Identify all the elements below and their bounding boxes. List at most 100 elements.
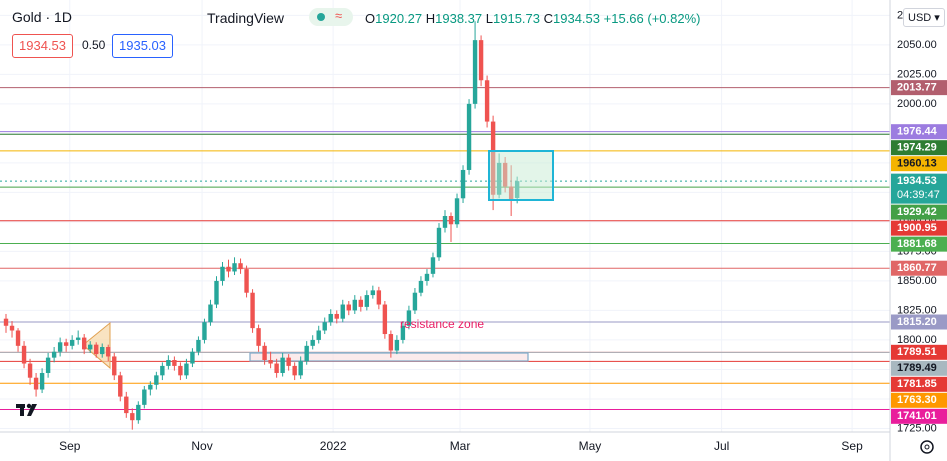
brand: TradingView xyxy=(207,10,285,26)
price-label-bg xyxy=(891,140,947,156)
price-label: 1900.95 xyxy=(897,222,937,234)
price-label: 1974.29 xyxy=(897,142,937,154)
candle-body xyxy=(442,216,448,228)
candle-body xyxy=(154,375,159,385)
price-label-bg xyxy=(891,360,947,376)
buy-button[interactable]: 1935.03 xyxy=(112,34,173,58)
candle-body xyxy=(244,269,249,293)
change-pct: (+0.82%) xyxy=(647,11,701,26)
ohlc-legend: O1920.27 H1938.37 L1915.73 C1934.53 +15.… xyxy=(365,11,701,26)
axis-labels: 1725.001750.001775.001800.001825.001850.… xyxy=(59,9,947,453)
price-label-bg xyxy=(891,124,947,140)
candle-body xyxy=(484,80,490,122)
candle-body xyxy=(21,345,27,364)
candle-body xyxy=(94,344,99,355)
x-tick-label: Nov xyxy=(191,439,212,453)
status-icons[interactable]: ≈ xyxy=(309,8,353,26)
price-label-bg xyxy=(891,173,947,204)
candle-body xyxy=(106,347,111,357)
candle-body xyxy=(352,299,357,311)
candle-body xyxy=(124,396,129,414)
range-box[interactable] xyxy=(488,150,554,201)
candle-body xyxy=(81,337,87,350)
candle-body xyxy=(292,365,297,376)
candle-body xyxy=(130,413,135,421)
candle-body xyxy=(322,322,327,331)
tv-logo xyxy=(16,403,37,416)
price-label-bg xyxy=(891,314,947,330)
candle-body xyxy=(454,198,460,225)
price-label-bg xyxy=(891,408,947,424)
candle-body xyxy=(190,351,195,364)
symbol[interactable]: Gold · 1D xyxy=(12,9,72,25)
candle-body xyxy=(418,280,424,293)
candle-body xyxy=(382,304,388,335)
price-label: 1976.44 xyxy=(897,126,938,138)
ohlc-letter: O xyxy=(365,11,376,26)
candle-body xyxy=(45,357,51,373)
currency: USD xyxy=(908,12,932,24)
candle-body xyxy=(178,365,183,376)
y-tick-label: 2050.00 xyxy=(897,39,937,51)
candle-body xyxy=(280,357,285,373)
candle-body xyxy=(370,290,376,296)
price-label-bg xyxy=(891,204,947,220)
price-label-bg xyxy=(891,376,947,392)
candles xyxy=(3,21,520,430)
candle-body xyxy=(364,295,370,307)
settings-icon[interactable] xyxy=(920,440,934,454)
currency-select[interactable]: USD ▾ xyxy=(903,8,945,27)
candle-body xyxy=(69,339,75,346)
price-label-bg xyxy=(891,156,947,172)
change: +15.66 xyxy=(603,11,644,26)
ohlc-letter: C xyxy=(543,11,554,26)
y-tick-label: 1725.00 xyxy=(897,422,937,434)
ohlc-value: 1915.73 xyxy=(493,11,540,26)
sell-button[interactable]: 1934.53 xyxy=(12,34,73,58)
y-tick-label: 1825.00 xyxy=(897,304,937,316)
candle-body xyxy=(406,310,412,326)
ohlc-value: 1920.27 xyxy=(375,11,423,26)
price-label: 1781.85 xyxy=(897,378,937,390)
y-tick-label: 2025.00 xyxy=(897,68,937,80)
levels xyxy=(0,87,890,411)
x-tick-label: 2022 xyxy=(320,439,347,453)
candle-body xyxy=(232,263,237,272)
candle-body xyxy=(27,363,33,378)
candle-body xyxy=(388,334,394,351)
candle-body xyxy=(33,377,39,390)
candle-body xyxy=(88,344,93,350)
price-label: 1815.20 xyxy=(897,316,937,328)
annotation[interactable]: resistance zone xyxy=(400,317,484,331)
candle-body xyxy=(256,328,261,346)
candle-body xyxy=(298,361,303,376)
price-label: 2013.77 xyxy=(897,82,937,94)
price-label-bg xyxy=(891,80,947,96)
y-tick-label: 1800.00 xyxy=(897,334,937,346)
candle-body xyxy=(15,330,21,346)
candle-body xyxy=(39,372,45,390)
candle-body xyxy=(334,313,339,319)
candle-body xyxy=(262,345,267,360)
candle-body xyxy=(460,169,466,199)
support-zone-box[interactable] xyxy=(249,352,529,362)
x-tick-label: Jul xyxy=(714,439,729,453)
candle-body xyxy=(304,345,309,362)
candle-body xyxy=(376,290,382,305)
price-label: 1763.30 xyxy=(897,394,937,406)
candle-body xyxy=(238,263,243,270)
candle-body xyxy=(268,360,273,364)
candle-body xyxy=(346,304,351,311)
candle-body xyxy=(286,357,291,366)
price-label: 1789.51 xyxy=(897,346,937,358)
candle-body xyxy=(184,363,189,376)
candle-body xyxy=(172,360,177,366)
candle-body xyxy=(412,292,418,311)
candle-body xyxy=(112,356,117,376)
candle-body xyxy=(424,273,430,281)
candle-body xyxy=(100,347,105,355)
candle-body xyxy=(226,266,231,272)
countdown: 04:39:47 xyxy=(897,189,940,201)
candle-body xyxy=(310,339,315,346)
price-label: 1929.42 xyxy=(897,206,937,218)
